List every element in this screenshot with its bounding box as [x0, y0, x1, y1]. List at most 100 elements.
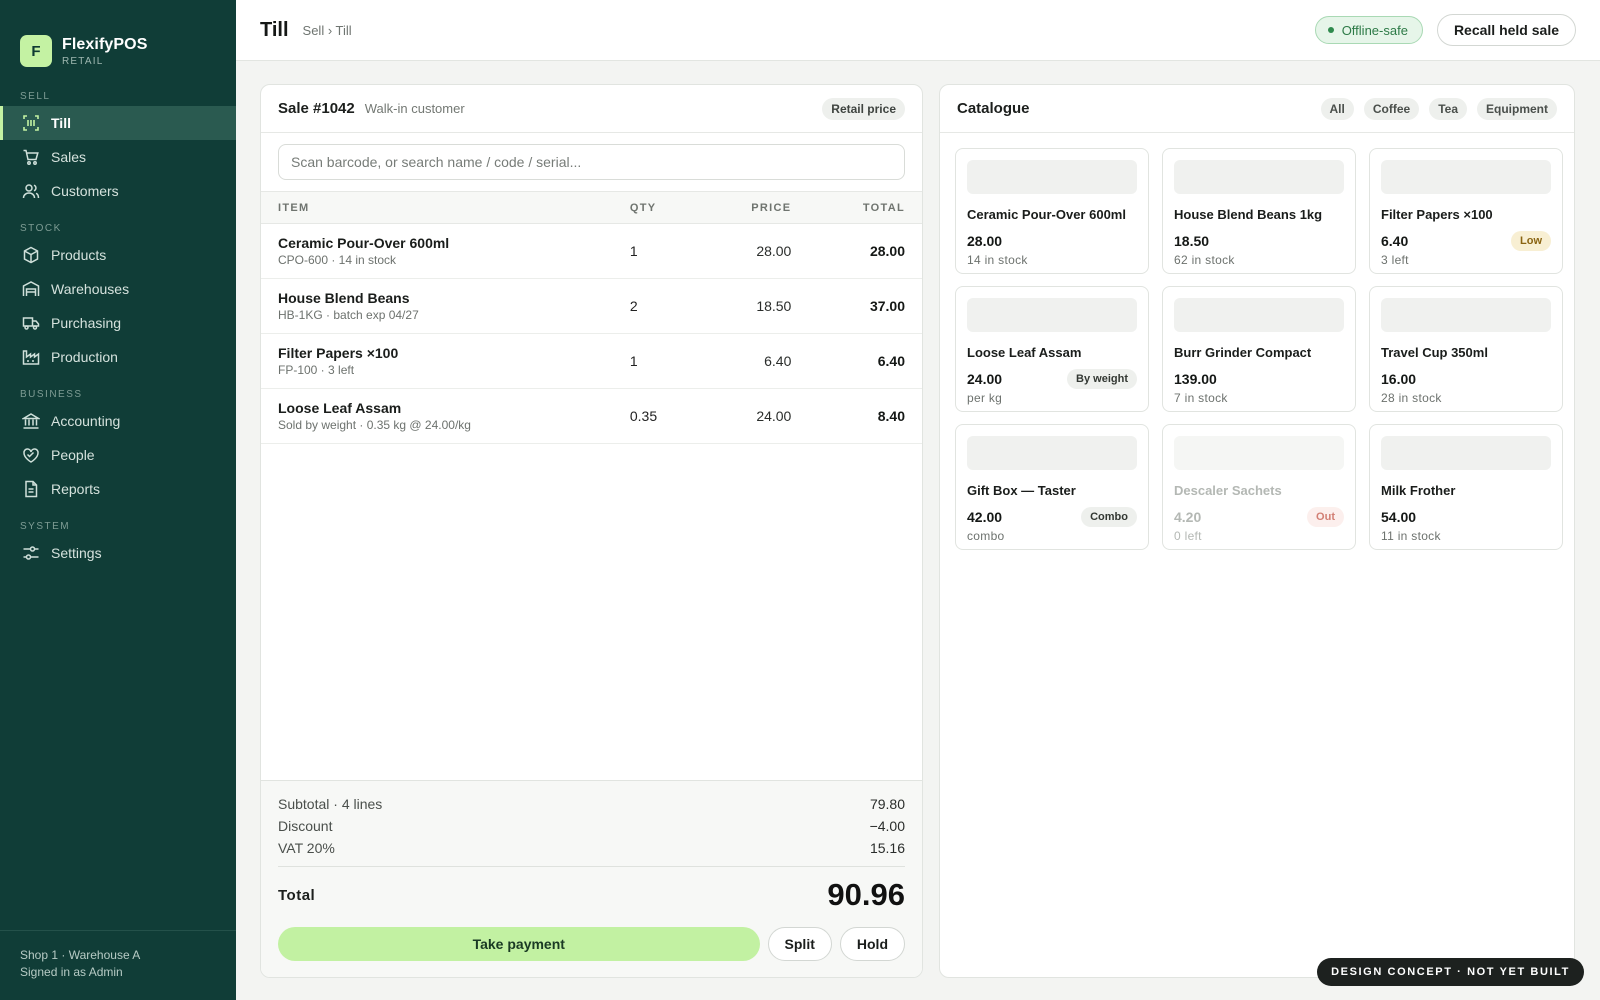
- table-row[interactable]: Filter Papers ×100 FP-100 · 3 left 1 6.40…: [261, 334, 922, 389]
- filter-tea[interactable]: Tea: [1429, 97, 1467, 120]
- sale-table-header: ITEM QTY PRICE TOTAL: [261, 192, 922, 224]
- catalogue-header: Catalogue All Coffee Tea Equipment: [940, 85, 1574, 133]
- product-card[interactable]: Gift Box — Taster 42.00 Combo combo: [955, 424, 1149, 550]
- product-price: 24.00: [967, 371, 1003, 387]
- product-name: Travel Cup 350ml: [1381, 345, 1488, 360]
- brand-logo: F: [20, 35, 52, 67]
- sidebar-item-label: Purchasing: [51, 315, 122, 331]
- product-grid: Ceramic Pour-Over 600ml 28.00 14 in stock H…: [955, 148, 1563, 550]
- sidebar-item-till[interactable]: Till: [0, 106, 236, 140]
- product-thumbnail: [1174, 298, 1344, 332]
- take-payment-button[interactable]: Take payment: [278, 927, 760, 961]
- product-tag: Low: [1511, 231, 1551, 251]
- hold-button[interactable]: Hold: [839, 927, 905, 961]
- barcode-search-input[interactable]: [278, 144, 905, 180]
- product-stock: 14 in stock: [967, 253, 1028, 267]
- product-card[interactable]: Travel Cup 350ml 16.00 28 in stock: [1369, 286, 1563, 412]
- product-name: Ceramic Pour-Over 600ml: [967, 207, 1126, 222]
- sidebar-item-label: People: [51, 447, 95, 463]
- product-stock: 11 in stock: [1381, 529, 1441, 543]
- nav-section-sell: SELL: [20, 91, 51, 102]
- line-name: Loose Leaf Assam: [278, 400, 402, 416]
- bank-icon: [22, 412, 40, 430]
- sidebar-item-customers[interactable]: Customers: [0, 174, 236, 208]
- recall-held-sale-button[interactable]: Recall held sale: [1436, 14, 1576, 46]
- filter-equipment[interactable]: Equipment: [1477, 97, 1557, 120]
- product-card[interactable]: Milk Frother 54.00 11 in stock: [1369, 424, 1563, 550]
- barcode-scan-icon: [22, 114, 40, 132]
- warehouse-icon: [22, 280, 40, 298]
- sidebar-item-label: Products: [51, 247, 107, 263]
- sale-customer[interactable]: Walk-in customer: [364, 101, 465, 116]
- table-row[interactable]: House Blend Beans HB-1KG · batch exp 04/2…: [261, 279, 922, 334]
- sidebar-item-people[interactable]: People: [0, 438, 236, 472]
- line-qty[interactable]: 1: [629, 353, 638, 369]
- catalogue-panel: Catalogue All Coffee Tea Equipment Ceram…: [939, 84, 1575, 978]
- product-stock: combo: [967, 529, 1005, 543]
- sidebar-item-reports[interactable]: Reports: [0, 472, 236, 506]
- table-row[interactable]: Ceramic Pour-Over 600ml CPO-600 · 14 in s…: [261, 224, 922, 279]
- sidebar-item-products[interactable]: Products: [0, 238, 236, 272]
- filter-all[interactable]: All: [1320, 97, 1354, 120]
- line-price: 24.00: [756, 408, 792, 424]
- product-thumbnail: [1174, 436, 1344, 470]
- line-detail: Sold by weight · 0.35 kg @ 24.00/kg: [278, 418, 471, 432]
- product-stock: 7 in stock: [1174, 391, 1228, 405]
- table-row[interactable]: Loose Leaf Assam Sold by weight · 0.35 kg…: [261, 389, 922, 444]
- topbar: Till Sell › Till Offline-safe Recall hel…: [236, 0, 1600, 61]
- sidebar-item-label: Accounting: [51, 413, 121, 429]
- total-value: 90.96: [827, 877, 905, 912]
- vat-label: VAT 20%: [278, 840, 335, 856]
- price-list-chip[interactable]: Retail price: [822, 97, 905, 120]
- sidebar-item-production[interactable]: Production: [0, 340, 236, 374]
- brand-name: FlexifyPOS: [62, 35, 148, 53]
- discount-value[interactable]: −4.00: [869, 818, 905, 834]
- line-qty[interactable]: 1: [629, 243, 638, 259]
- nav-section-stock: STOCK: [20, 223, 62, 234]
- line-detail: CPO-600 · 14 in stock: [278, 253, 397, 267]
- product-thumbnail: [1174, 160, 1344, 194]
- filter-coffee[interactable]: Coffee: [1363, 97, 1420, 120]
- product-stock: 28 in stock: [1381, 391, 1442, 405]
- line-name: Ceramic Pour-Over 600ml: [278, 235, 450, 251]
- product-card[interactable]: House Blend Beans 1kg 18.50 62 in stock: [1162, 148, 1356, 274]
- product-card[interactable]: Ceramic Pour-Over 600ml 28.00 14 in stock: [955, 148, 1149, 274]
- sale-summary: Subtotal · 4 lines 79.80 Discount −4.00 VA…: [261, 780, 922, 977]
- product-price: 28.00: [967, 233, 1003, 249]
- page-title: Till: [260, 18, 289, 41]
- product-name: House Blend Beans 1kg: [1174, 207, 1323, 222]
- line-name: Filter Papers ×100: [278, 345, 399, 361]
- sidebar-item-purchasing[interactable]: Purchasing: [0, 306, 236, 340]
- sidebar-item-label: Till: [51, 115, 71, 131]
- sale-number: Sale #1042: [278, 100, 355, 117]
- line-price: 18.50: [756, 298, 792, 314]
- product-name: Gift Box — Taster: [967, 483, 1076, 498]
- sidebar-item-label: Warehouses: [51, 281, 130, 297]
- product-stock: 3 left: [1381, 253, 1409, 267]
- sidebar-item-sales[interactable]: Sales: [0, 140, 236, 174]
- nav-section-system: SYSTEM: [20, 521, 71, 532]
- product-name: Descaler Sachets: [1174, 483, 1282, 498]
- sidebar-item-label: Settings: [51, 545, 102, 561]
- subtotal-value: 79.80: [869, 796, 905, 812]
- vat-value: 15.16: [869, 840, 905, 856]
- column-total: TOTAL: [862, 201, 905, 214]
- sidebar-item-label: Sales: [51, 149, 87, 165]
- line-qty[interactable]: 2: [629, 298, 638, 314]
- line-qty[interactable]: 0.35: [629, 408, 658, 424]
- line-name: House Blend Beans: [278, 290, 410, 306]
- product-card[interactable]: Loose Leaf Assam 24.00 By weight per kg: [955, 286, 1149, 412]
- sidebar-item-warehouses[interactable]: Warehouses: [0, 272, 236, 306]
- sidebar-item-accounting[interactable]: Accounting: [0, 404, 236, 438]
- product-card[interactable]: Burr Grinder Compact 139.00 7 in stock: [1162, 286, 1356, 412]
- split-button[interactable]: Split: [767, 927, 832, 961]
- subtotal-label: Subtotal · 4 lines: [278, 796, 383, 812]
- factory-icon: [22, 348, 40, 366]
- line-total: 6.40: [877, 353, 905, 369]
- sidebar-item-settings[interactable]: Settings: [0, 536, 236, 570]
- product-name: Filter Papers ×100: [1381, 207, 1493, 222]
- handshake-icon: [22, 446, 40, 464]
- product-name: Loose Leaf Assam: [967, 345, 1082, 360]
- product-thumbnail: [967, 436, 1137, 470]
- product-card[interactable]: Filter Papers ×100 6.40 Low 3 left: [1369, 148, 1563, 274]
